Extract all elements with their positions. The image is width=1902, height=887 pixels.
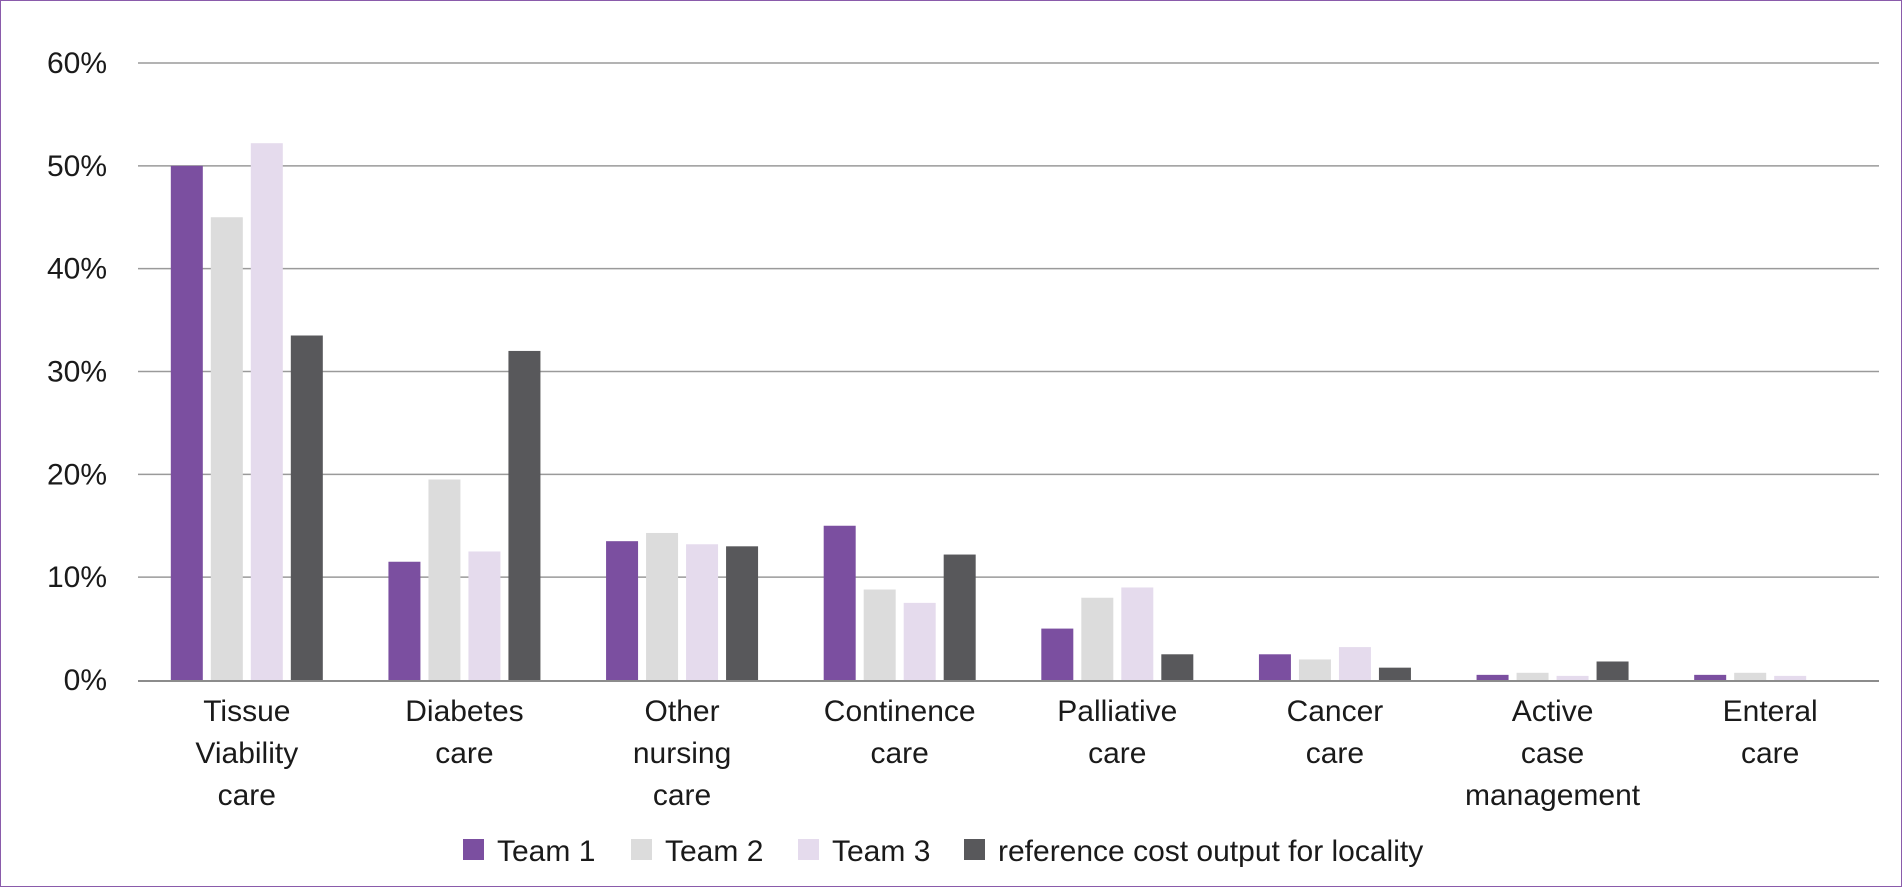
x-category-label: management: [1465, 779, 1641, 812]
bar-team-2: [1298, 659, 1331, 680]
bar-team-3: [1338, 647, 1371, 680]
y-tick-label: 20%: [47, 458, 107, 491]
legend-item: Team 1: [463, 835, 595, 868]
bar-reference-cost-output-for-locality: [1161, 654, 1194, 680]
bar-reference-cost-output-for-locality: [943, 554, 976, 680]
legend-item: Team 3: [798, 835, 930, 868]
legend-swatch: [631, 839, 652, 860]
legend-swatch: [964, 839, 985, 860]
x-category-label: care: [435, 737, 493, 770]
bar-reference-cost-output-for-locality: [508, 350, 541, 680]
x-category-label: care: [1741, 737, 1799, 770]
y-tick-label: 50%: [47, 150, 107, 183]
bar-team-1: [1476, 674, 1509, 680]
x-category-label: care: [1306, 737, 1364, 770]
y-tick-label: 10%: [47, 561, 107, 594]
legend-label: Team 1: [497, 835, 595, 868]
x-category-label: Continence: [824, 695, 976, 728]
bar-team-3: [250, 143, 283, 680]
bar-team-2: [1081, 597, 1114, 680]
y-tick-label: 0%: [64, 664, 107, 697]
bars: [170, 143, 1807, 681]
legend-swatch: [798, 839, 819, 860]
bar-reference-cost-output-for-locality: [290, 335, 323, 680]
x-category-label: Palliative: [1057, 695, 1177, 728]
x-category-label: care: [653, 779, 711, 812]
bar-team-1: [1041, 628, 1074, 680]
bar-team-2: [428, 479, 461, 680]
bar-team-2: [646, 532, 679, 680]
x-category-label: nursing: [633, 737, 731, 770]
bar-team-3: [686, 544, 719, 680]
bar-team-3: [1556, 675, 1589, 680]
x-category-label: care: [1088, 737, 1146, 770]
x-category-label: Active: [1512, 695, 1594, 728]
x-category-label: Cancer: [1287, 695, 1384, 728]
bar-reference-cost-output-for-locality: [726, 546, 759, 680]
x-category-label: Enteral: [1723, 695, 1818, 728]
bar-reference-cost-output-for-locality: [1596, 661, 1629, 680]
bar-team-3: [1774, 675, 1807, 680]
bar-team-1: [823, 525, 856, 680]
x-category-label: Diabetes: [405, 695, 523, 728]
x-category-label: Other: [645, 695, 720, 728]
bar-team-2: [210, 217, 243, 680]
bar-team-1: [1694, 674, 1727, 680]
bar-team-1: [170, 165, 203, 681]
bar-team-3: [1121, 587, 1154, 680]
legend-label: Team 2: [665, 835, 763, 868]
x-category-label: Viability: [195, 737, 298, 770]
legend-label: Team 3: [832, 835, 930, 868]
x-axis-categories: Tissue Viability care Diabetes care Other nurs…: [195, 695, 1817, 812]
bar-team-1: [606, 541, 639, 680]
bar-team-2: [863, 589, 896, 680]
y-tick-label: 40%: [47, 253, 107, 286]
bar-team-1: [1258, 654, 1291, 680]
bar-team-2: [1516, 672, 1549, 680]
legend-label: reference cost output for locality: [998, 835, 1423, 868]
gridlines: [138, 62, 1879, 578]
legend-swatch: [463, 839, 484, 860]
bar-team-3: [903, 602, 936, 680]
legend-item: reference cost output for locality: [964, 835, 1423, 868]
y-axis-ticks: 0% 10% 20% 30% 40% 50% 60%: [47, 47, 107, 697]
x-category-label: Tissue: [203, 695, 290, 728]
bar-team-1: [388, 561, 421, 680]
bar-team-3: [468, 551, 501, 680]
y-tick-label: 30%: [47, 356, 107, 389]
x-category-label: care: [218, 779, 276, 812]
legend-item: Team 2: [631, 835, 763, 868]
x-category-label: case: [1521, 737, 1584, 770]
legend: Team 1 Team 2 Team 3 reference cost output …: [463, 835, 1423, 868]
bar-reference-cost-output-for-locality: [1378, 667, 1411, 680]
y-tick-label: 60%: [47, 47, 107, 80]
x-category-label: care: [871, 737, 929, 770]
bar-team-2: [1734, 672, 1767, 680]
